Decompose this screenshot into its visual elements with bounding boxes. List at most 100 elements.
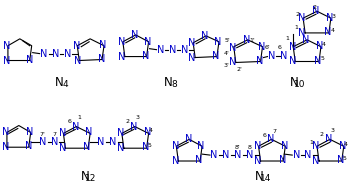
Text: N: N: [97, 137, 105, 147]
Text: N: N: [157, 45, 164, 55]
Text: N: N: [142, 142, 149, 152]
Text: 4: 4: [344, 142, 348, 147]
Text: N: N: [267, 134, 274, 144]
Text: N: N: [64, 49, 71, 59]
Text: N: N: [312, 156, 320, 166]
Text: 4: 4: [322, 42, 326, 47]
Text: 4': 4': [224, 51, 230, 56]
Text: N: N: [98, 53, 106, 64]
Text: N: N: [325, 134, 332, 144]
Text: N: N: [164, 76, 173, 89]
Text: N: N: [258, 42, 265, 52]
Text: N: N: [117, 128, 125, 138]
Text: N: N: [2, 142, 10, 152]
Text: N: N: [246, 150, 253, 160]
Text: N: N: [81, 170, 89, 183]
Text: 10: 10: [294, 80, 306, 89]
Text: N: N: [109, 137, 117, 147]
Text: N: N: [117, 143, 125, 153]
Text: N: N: [26, 127, 33, 137]
Text: 1: 1: [77, 115, 81, 120]
Text: N: N: [214, 37, 222, 47]
Text: N: N: [298, 13, 306, 23]
Text: N: N: [185, 134, 192, 144]
Text: N: N: [188, 53, 196, 63]
Text: N: N: [324, 27, 332, 37]
Text: N: N: [52, 49, 59, 59]
Text: N: N: [337, 155, 344, 165]
Text: 8': 8': [235, 145, 241, 150]
Text: N: N: [339, 141, 346, 151]
Text: N: N: [234, 150, 242, 160]
Text: N: N: [2, 127, 10, 137]
Text: N: N: [74, 56, 81, 66]
Text: N: N: [51, 137, 58, 147]
Text: 1: 1: [309, 140, 313, 145]
Text: 14: 14: [260, 174, 271, 183]
Text: N: N: [197, 141, 205, 151]
Text: 3': 3': [224, 63, 230, 68]
Text: 4: 4: [149, 128, 153, 133]
Text: N: N: [280, 51, 287, 61]
Text: N: N: [73, 41, 80, 51]
Text: N: N: [26, 54, 33, 64]
Text: N: N: [118, 37, 126, 47]
Text: 1': 1': [250, 38, 256, 43]
Text: N: N: [85, 127, 93, 137]
Text: 3: 3: [136, 115, 140, 120]
Text: N: N: [118, 52, 126, 62]
Text: N: N: [201, 31, 209, 41]
Text: N: N: [172, 156, 179, 166]
Text: 3: 3: [331, 128, 335, 133]
Text: 5: 5: [148, 143, 151, 148]
Text: N: N: [256, 57, 263, 67]
Text: 2: 2: [320, 132, 324, 137]
Text: N: N: [255, 170, 264, 183]
Text: N: N: [304, 150, 312, 160]
Text: 7': 7': [39, 132, 46, 137]
Text: N: N: [312, 141, 320, 151]
Text: N: N: [268, 51, 275, 61]
Text: N: N: [39, 137, 46, 147]
Text: N: N: [289, 42, 296, 52]
Text: N: N: [293, 150, 300, 160]
Text: N: N: [254, 156, 261, 166]
Text: N: N: [314, 56, 322, 66]
Text: N: N: [25, 141, 32, 151]
Text: N: N: [279, 155, 286, 165]
Text: N: N: [254, 141, 261, 151]
Text: N: N: [99, 40, 107, 50]
Text: N: N: [59, 128, 66, 138]
Text: 4: 4: [62, 80, 68, 89]
Text: N: N: [290, 76, 299, 89]
Text: 6: 6: [262, 133, 266, 138]
Text: N: N: [84, 142, 91, 152]
Text: 12: 12: [85, 174, 97, 183]
Text: 7: 7: [52, 132, 56, 137]
Text: 7: 7: [272, 129, 276, 134]
Text: N: N: [40, 49, 47, 59]
Text: N: N: [131, 30, 139, 40]
Text: 5: 5: [321, 56, 325, 61]
Text: 8: 8: [248, 145, 252, 150]
Text: N: N: [195, 155, 203, 165]
Text: N: N: [212, 51, 220, 61]
Text: N: N: [172, 141, 179, 151]
Text: 2: 2: [295, 12, 299, 17]
Text: 5: 5: [343, 156, 347, 160]
Text: 1: 1: [285, 36, 289, 41]
Text: 2: 2: [126, 119, 130, 124]
Text: N: N: [55, 76, 64, 89]
Text: N: N: [326, 13, 334, 23]
Text: N: N: [144, 37, 151, 47]
Text: N: N: [71, 122, 79, 132]
Text: N: N: [229, 57, 237, 67]
Text: 2: 2: [312, 5, 316, 10]
Text: N: N: [316, 41, 324, 51]
Text: N: N: [3, 41, 11, 51]
Text: 4: 4: [331, 29, 335, 33]
Text: N: N: [312, 6, 320, 16]
Text: 5': 5': [225, 38, 231, 43]
Text: N: N: [181, 45, 188, 55]
Text: N: N: [289, 57, 296, 67]
